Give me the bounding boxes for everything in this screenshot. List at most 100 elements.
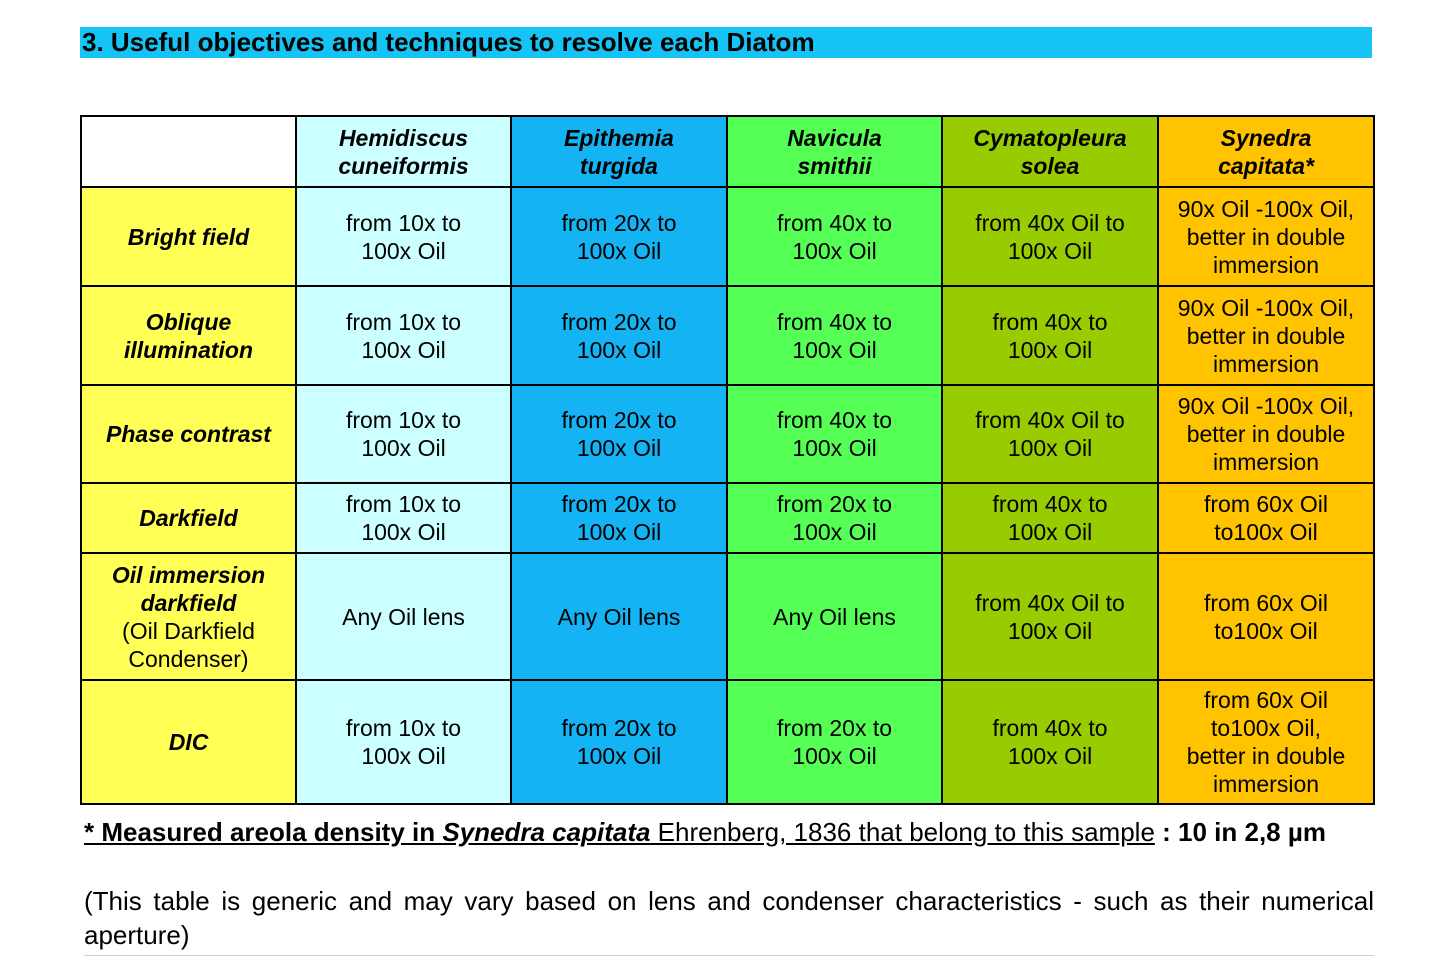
table-cell-line: from 40x to xyxy=(776,407,893,433)
table-cell-line: 100x Oil xyxy=(1007,336,1093,363)
table-cell-line: to100x Oil, xyxy=(1211,715,1321,741)
table-cell: from 40x to 100x Oil xyxy=(941,482,1159,554)
table-cell: 90x Oil -100x Oil, better in double immers… xyxy=(1157,285,1375,386)
table-cell-line: from 40x Oil to xyxy=(975,209,1125,236)
row-header-sub-line: Condenser) xyxy=(128,645,249,672)
table-cell-line: 100x Oil xyxy=(1007,435,1093,461)
table-cell-line: immersion xyxy=(1212,771,1320,797)
table-cell: from 10x to 100x Oil xyxy=(295,186,512,287)
column-header: Navicula smithii xyxy=(726,115,943,188)
table-cell-line: 100x Oil xyxy=(576,435,662,461)
row-header: Phase contrast xyxy=(80,384,297,484)
row-header-line: Oil immersion xyxy=(111,561,266,588)
table-cell: from 60x Oil to100x Oil, better in double i… xyxy=(1157,679,1375,805)
table-cell: Any Oil lens xyxy=(510,552,728,681)
table-cell-line: better in double xyxy=(1186,322,1346,349)
table-cell-line: 100x Oil xyxy=(792,237,877,264)
table-cell-line: Any Oil lens xyxy=(342,603,465,630)
header-row: Hemidiscus cuneiformis Epithemia turgida Nav… xyxy=(80,115,1375,188)
table-cell-line: 90x Oil -100x Oil, xyxy=(1177,294,1355,321)
column-header-line: Epithemia xyxy=(564,124,674,151)
table-cell-line: from 40x to xyxy=(992,491,1108,517)
table-cell-line: 90x Oil -100x Oil, xyxy=(1177,393,1355,419)
column-header-line: capitata* xyxy=(1218,152,1314,179)
footnote: * Measured areola density in Synedra cap… xyxy=(84,816,1374,849)
section-title: 3. Useful objectives and techniques to r… xyxy=(80,27,1372,58)
row-header-line: illumination xyxy=(123,336,254,363)
table-cell: from 20x to 100x Oil xyxy=(510,482,728,554)
table-cell-line: immersion xyxy=(1212,449,1320,475)
table-cell-line: to100x Oil xyxy=(1214,617,1318,644)
table-cell: from 40x to 100x Oil xyxy=(726,186,943,287)
table-cell-line: 100x Oil xyxy=(1007,617,1093,644)
row-header-line: Darkfield xyxy=(139,505,238,531)
table-row: Phase contrast from 10x to 100x Oil from 20… xyxy=(80,384,1375,484)
table-cell-line: 100x Oil xyxy=(361,743,446,769)
row-header: Bright field xyxy=(80,186,297,287)
row-header: DIC xyxy=(80,679,297,805)
row-header-line: Bright field xyxy=(127,223,250,250)
table-cell-line: 100x Oil xyxy=(1007,237,1093,264)
table-cell-line: from 40x to xyxy=(992,715,1108,741)
corner-cell xyxy=(80,115,297,188)
table-cell: from 40x to 100x Oil xyxy=(941,679,1159,805)
table-row: Oil immersion darkfield (Oil Darkfield Cond… xyxy=(80,552,1375,681)
column-header-line: Synedra xyxy=(1220,124,1312,151)
table-cell-line: 90x Oil -100x Oil, xyxy=(1177,195,1355,222)
table-cell-line: from 40x to xyxy=(992,308,1108,335)
column-header-line: cuneiformis xyxy=(338,152,469,179)
table-cell-line: from 10x to xyxy=(345,209,462,236)
table-cell-line: immersion xyxy=(1212,251,1320,278)
table-cell-line: from 20x to xyxy=(776,715,893,741)
table-cell-line: from 60x Oil xyxy=(1204,491,1328,517)
table-cell-line: 100x Oil xyxy=(792,435,877,461)
table-cell-line: from 60x Oil xyxy=(1204,687,1328,713)
table-cell-line: 100x Oil xyxy=(1007,519,1093,545)
table-cell: from 20x to 100x Oil xyxy=(510,186,728,287)
bottom-rule xyxy=(84,955,1374,956)
table-cell: 90x Oil -100x Oil, better in double immers… xyxy=(1157,384,1375,484)
row-header: Darkfield xyxy=(80,482,297,554)
table-cell: from 20x to 100x Oil xyxy=(510,679,728,805)
footnote-suffix: : 10 in 2,8 µm xyxy=(1154,817,1326,847)
column-header-line: Cymatopleura xyxy=(973,124,1127,151)
table-cell-line: from 40x Oil to xyxy=(975,407,1125,433)
table-cell: from 20x to 100x Oil xyxy=(726,679,943,805)
table-row: Darkfield from 10x to 100x Oil from 20x to 1… xyxy=(80,482,1375,554)
table-cell-line: from 20x to xyxy=(561,308,677,335)
column-header: Hemidiscus cuneiformis xyxy=(295,115,512,188)
column-header-line: Hemidiscus xyxy=(338,124,469,151)
column-header: Synedra capitata* xyxy=(1157,115,1375,188)
table-cell-line: 100x Oil xyxy=(361,336,446,363)
table-cell-line: 100x Oil xyxy=(576,743,662,769)
techniques-table: Hemidiscus cuneiformis Epithemia turgida Nav… xyxy=(80,115,1375,805)
table-row: DIC from 10x to 100x Oil from 20x to 100x Oi… xyxy=(80,679,1375,805)
footnote-species: Synedra capitata xyxy=(442,817,651,847)
disclaimer: (This table is generic and may vary base… xyxy=(84,886,1374,950)
column-header: Cymatopleura solea xyxy=(941,115,1159,188)
table-cell-line: from 20x to xyxy=(776,491,893,517)
column-header-line: turgida xyxy=(580,152,658,179)
table-cell: from 40x to 100x Oil xyxy=(941,285,1159,386)
column-header: Epithemia turgida xyxy=(510,115,728,188)
column-header-line: smithii xyxy=(797,152,872,179)
table-cell-line: from 40x Oil to xyxy=(975,589,1125,616)
table-cell: from 40x Oil to 100x Oil xyxy=(941,384,1159,484)
table-cell-line: better in double xyxy=(1186,421,1346,447)
table-cell-line: from 10x to xyxy=(345,715,462,741)
table-cell-line: from 20x to xyxy=(561,209,677,236)
row-header-line: darkfield xyxy=(140,589,237,616)
table-cell-line: 100x Oil xyxy=(792,336,877,363)
table-cell: from 60x Oil to100x Oil xyxy=(1157,482,1375,554)
table-cell-line: Any Oil lens xyxy=(557,603,681,630)
table-cell: from 10x to 100x Oil xyxy=(295,679,512,805)
footnote-prefix: * Measured areola density in xyxy=(84,817,443,847)
table-cell-line: from 40x to xyxy=(776,308,893,335)
table-cell: from 10x to 100x Oil xyxy=(295,285,512,386)
table-cell-line: 100x Oil xyxy=(792,743,877,769)
table-cell: from 10x to 100x Oil xyxy=(295,482,512,554)
table-cell: Any Oil lens xyxy=(726,552,943,681)
table-cell: from 10x to 100x Oil xyxy=(295,384,512,484)
table-cell-line: 100x Oil xyxy=(361,435,446,461)
column-header-line: Navicula xyxy=(787,124,882,151)
